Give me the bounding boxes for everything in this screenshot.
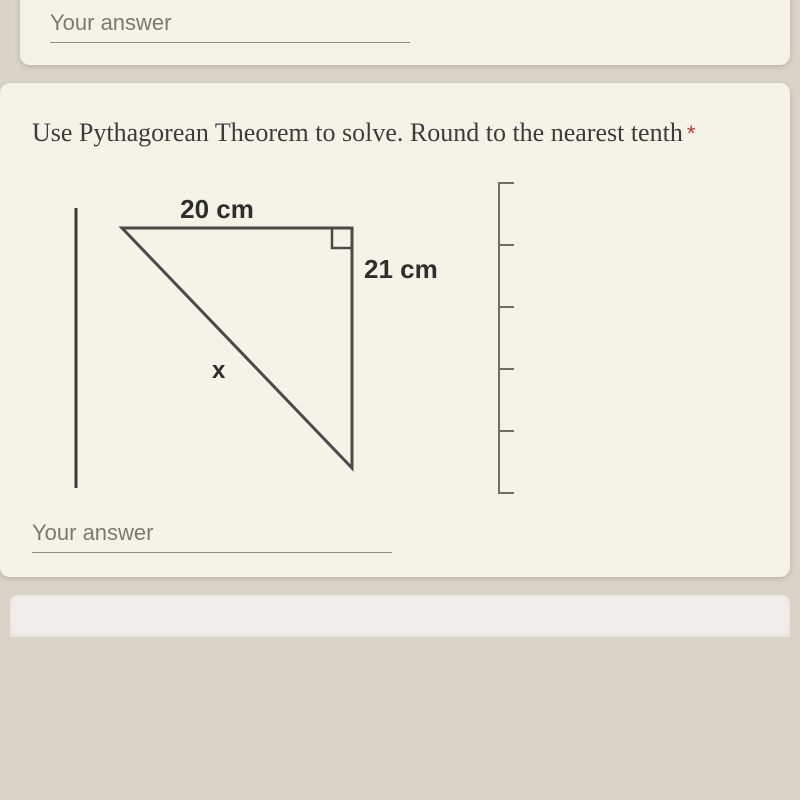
previous-question-card: Your answer — [20, 0, 790, 65]
figure-wrap: 20 cm 21 cm x — [42, 188, 758, 492]
answer-placeholder-main: Your answer — [32, 520, 153, 545]
triangle — [122, 228, 352, 468]
ruler-tick — [498, 430, 514, 432]
right-side-label: 21 cm — [364, 254, 438, 284]
triangle-figure: 20 cm 21 cm x — [42, 188, 462, 488]
question-text: Use Pythagorean Theorem to solve. Round … — [32, 115, 758, 150]
required-asterisk: * — [687, 121, 696, 146]
answer-placeholder-top: Your answer — [50, 10, 171, 35]
hypotenuse-label: x — [212, 357, 226, 384]
answer-input-main[interactable]: Your answer — [32, 520, 392, 553]
answer-input-top[interactable]: Your answer — [50, 10, 410, 43]
ruler-axis — [498, 182, 500, 492]
ruler-tick — [498, 244, 514, 246]
top-side-label: 20 cm — [180, 194, 254, 224]
question-card: Use Pythagorean Theorem to solve. Round … — [0, 83, 790, 577]
ruler-tick — [498, 182, 514, 184]
ruler-tick — [498, 492, 514, 494]
vertical-ruler — [498, 182, 502, 492]
ruler-tick — [498, 306, 514, 308]
question-label: Use Pythagorean Theorem to solve. Round … — [32, 118, 683, 147]
ruler-tick — [498, 368, 514, 370]
right-angle-icon — [332, 228, 352, 248]
next-card-strip — [10, 595, 790, 637]
